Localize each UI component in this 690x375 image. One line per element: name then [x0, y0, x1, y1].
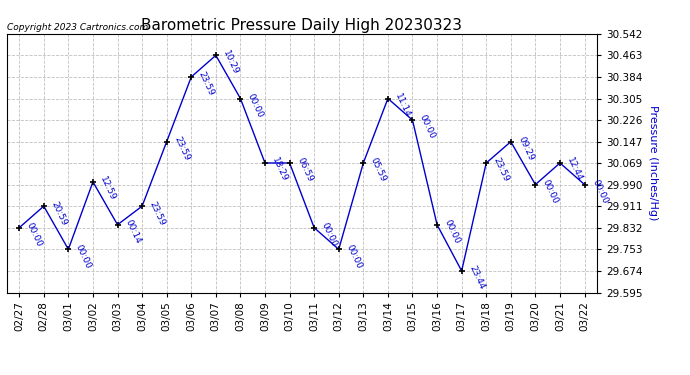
Text: 18:29: 18:29 — [270, 156, 290, 183]
Text: 00:00: 00:00 — [25, 221, 44, 248]
Text: 00:00: 00:00 — [344, 243, 364, 270]
Text: 12:44: 12:44 — [566, 156, 584, 183]
Text: 23:44: 23:44 — [467, 264, 486, 291]
Text: 00:00: 00:00 — [590, 178, 609, 205]
Text: 05:59: 05:59 — [369, 156, 388, 184]
Text: 23:59: 23:59 — [492, 156, 511, 183]
Text: 00:00: 00:00 — [319, 221, 339, 248]
Text: 20:59: 20:59 — [49, 200, 68, 227]
Text: 10:29: 10:29 — [221, 49, 240, 76]
Text: 00:14: 00:14 — [123, 218, 142, 245]
Title: Barometric Pressure Daily High 20230323: Barometric Pressure Daily High 20230323 — [141, 18, 462, 33]
Y-axis label: Pressure (Inches/Hg): Pressure (Inches/Hg) — [648, 105, 658, 221]
Text: 23:59: 23:59 — [197, 70, 216, 98]
Text: Copyright 2023 Cartronics.com: Copyright 2023 Cartronics.com — [7, 23, 148, 32]
Text: 11:14: 11:14 — [393, 92, 413, 119]
Text: 00:00: 00:00 — [74, 243, 93, 270]
Text: 00:00: 00:00 — [442, 218, 462, 245]
Text: 00:00: 00:00 — [418, 114, 437, 141]
Text: 09:29: 09:29 — [516, 135, 535, 162]
Text: 00:00: 00:00 — [246, 92, 265, 119]
Text: 06:59: 06:59 — [295, 156, 314, 184]
Text: 00:00: 00:00 — [541, 178, 560, 205]
Text: 23:59: 23:59 — [148, 200, 167, 227]
Text: 12:59: 12:59 — [99, 175, 117, 202]
Text: 23:59: 23:59 — [172, 135, 191, 162]
